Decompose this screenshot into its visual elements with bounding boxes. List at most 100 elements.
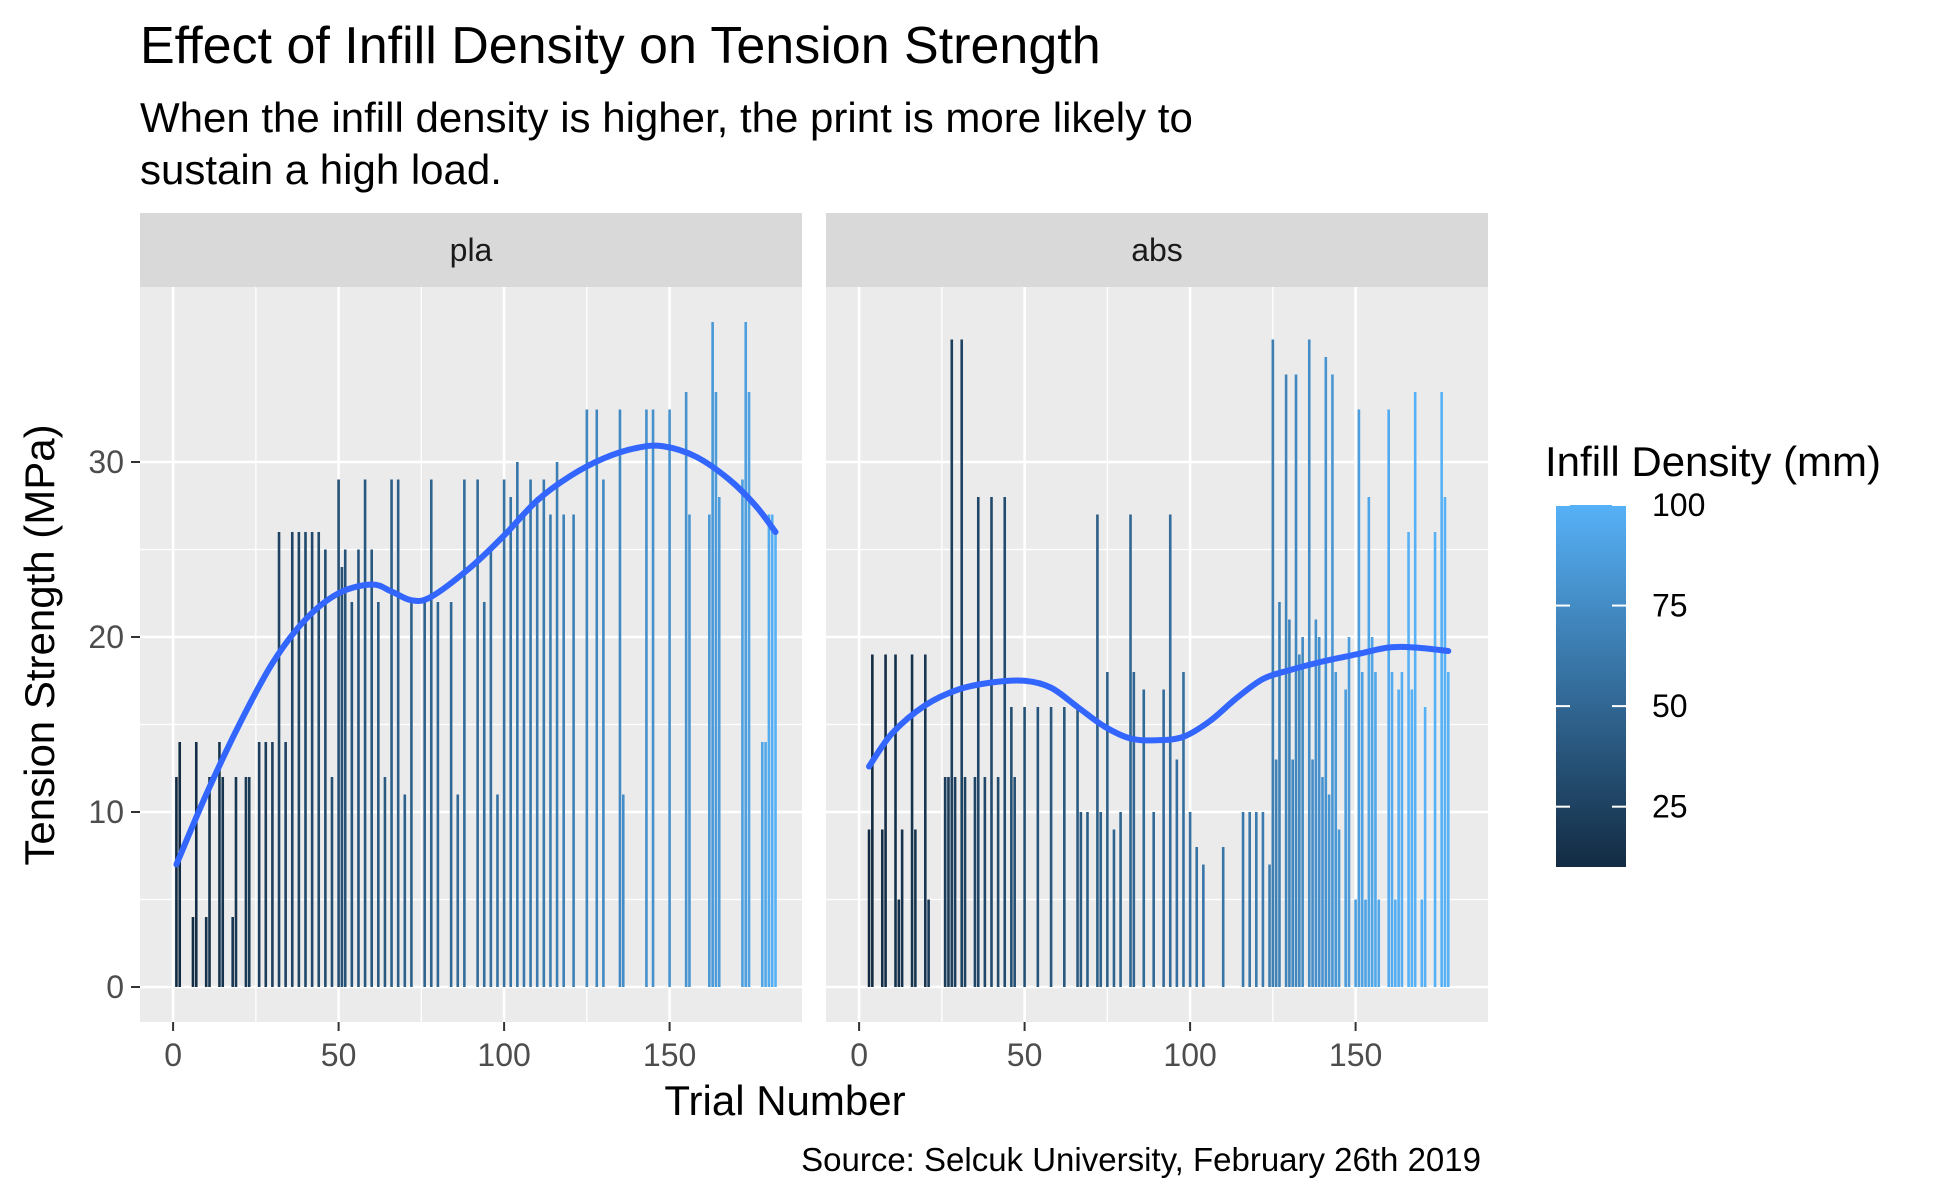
bar bbox=[1390, 672, 1394, 987]
bar bbox=[1397, 689, 1400, 987]
y-tick-label: 20 bbox=[88, 619, 124, 655]
bar bbox=[1106, 672, 1109, 987]
bar bbox=[264, 742, 268, 987]
bar bbox=[996, 777, 1000, 987]
bar bbox=[1387, 409, 1390, 987]
bar bbox=[1202, 864, 1205, 987]
bar bbox=[529, 479, 532, 987]
bar bbox=[1311, 759, 1314, 987]
bar bbox=[463, 479, 466, 987]
bar bbox=[1377, 899, 1381, 987]
smooth-trend-line bbox=[866, 643, 1452, 770]
bar bbox=[1347, 637, 1351, 987]
bar bbox=[774, 532, 777, 987]
bar bbox=[1413, 392, 1417, 987]
bar bbox=[324, 549, 327, 987]
bar bbox=[340, 567, 344, 987]
bar bbox=[1394, 899, 1397, 987]
chart-caption: Source: Selcuk University, February 26th… bbox=[801, 1141, 1481, 1178]
bar bbox=[1334, 672, 1338, 987]
chart-subtitle-line: When the infill density is higher, the p… bbox=[140, 94, 1193, 141]
legend-label: 25 bbox=[1652, 789, 1688, 825]
bar bbox=[1132, 672, 1136, 987]
bar bbox=[1344, 689, 1347, 987]
x-tick-label: 100 bbox=[1163, 1037, 1216, 1073]
bar bbox=[1248, 812, 1251, 987]
bar bbox=[1301, 637, 1304, 987]
bar bbox=[1274, 759, 1278, 987]
bar bbox=[1049, 707, 1053, 987]
bar bbox=[218, 742, 221, 987]
bar bbox=[880, 829, 884, 987]
bar bbox=[1195, 847, 1199, 987]
bar bbox=[1271, 339, 1275, 987]
bar bbox=[990, 497, 993, 987]
bar bbox=[1284, 374, 1288, 987]
bar bbox=[1182, 672, 1185, 987]
bar bbox=[330, 777, 334, 987]
bar bbox=[1327, 794, 1331, 987]
bar bbox=[221, 777, 225, 987]
bar bbox=[595, 409, 599, 987]
bar bbox=[910, 654, 914, 987]
bar bbox=[449, 602, 453, 987]
bar bbox=[1410, 689, 1414, 987]
bar bbox=[502, 479, 506, 987]
facet-panel-abs: abs 0 50 100 150 bbox=[826, 213, 1488, 1073]
bar bbox=[688, 514, 691, 987]
bar bbox=[549, 514, 552, 987]
bar bbox=[1241, 812, 1245, 987]
bar bbox=[516, 462, 519, 987]
bar bbox=[1023, 707, 1026, 987]
bar bbox=[1364, 899, 1367, 987]
x-tick-label: 50 bbox=[1007, 1037, 1043, 1073]
legend-label: 100 bbox=[1652, 487, 1705, 523]
bar bbox=[1298, 654, 1301, 987]
bar bbox=[1446, 672, 1450, 987]
bar bbox=[310, 532, 314, 987]
bar bbox=[711, 322, 714, 987]
bar bbox=[317, 532, 321, 987]
x-axis-title: Trial Number bbox=[664, 1077, 905, 1124]
y-tick-label: 0 bbox=[106, 969, 124, 1005]
bar bbox=[871, 654, 874, 987]
bar bbox=[953, 777, 957, 987]
bar bbox=[1278, 602, 1281, 987]
bar bbox=[489, 549, 493, 987]
bar bbox=[1013, 777, 1016, 987]
bar bbox=[764, 742, 767, 987]
bar bbox=[708, 514, 711, 987]
bar bbox=[1314, 619, 1318, 987]
bar bbox=[1337, 829, 1341, 987]
bar bbox=[960, 339, 964, 987]
bar bbox=[429, 479, 433, 987]
bar bbox=[1357, 409, 1361, 987]
bar bbox=[1175, 759, 1179, 987]
bar bbox=[1152, 812, 1155, 987]
bar bbox=[1261, 812, 1265, 987]
bar bbox=[403, 794, 407, 987]
bar bbox=[178, 742, 182, 987]
bar bbox=[410, 602, 413, 987]
bar bbox=[1407, 532, 1410, 987]
bar bbox=[651, 409, 655, 987]
bar bbox=[290, 532, 294, 987]
facet-strip bbox=[140, 213, 802, 287]
bar bbox=[914, 829, 917, 987]
bar bbox=[297, 532, 301, 987]
bar bbox=[943, 777, 947, 987]
bar bbox=[542, 479, 546, 987]
bar bbox=[900, 829, 904, 987]
bar bbox=[963, 777, 967, 987]
bar bbox=[744, 322, 748, 987]
chart-title: Effect of Infill Density on Tension Stre… bbox=[140, 17, 1101, 75]
bar bbox=[383, 777, 387, 987]
legend-colorbar bbox=[1556, 505, 1626, 867]
bar bbox=[1086, 812, 1089, 987]
bar bbox=[1096, 514, 1099, 987]
legend-title: Infill Density (mm) bbox=[1545, 438, 1881, 485]
bar bbox=[456, 794, 460, 987]
bar bbox=[1168, 514, 1172, 987]
bar bbox=[522, 514, 526, 987]
bar bbox=[1079, 812, 1083, 987]
